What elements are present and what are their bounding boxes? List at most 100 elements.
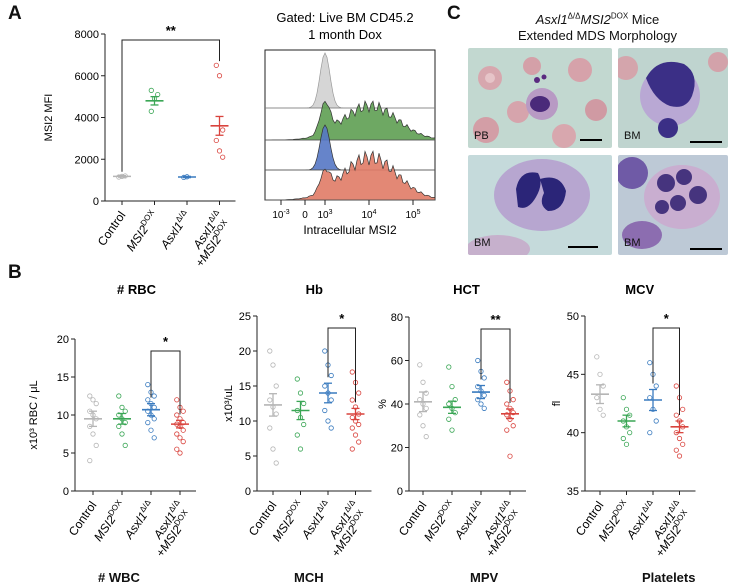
hb-significance-label: * <box>339 311 345 326</box>
rbc-point-1-8 <box>122 442 128 448</box>
hct-y-tick-label-3: 60 <box>391 356 403 368</box>
hct-y-tick-label-4: 80 <box>391 312 403 324</box>
rbc-point-1-2 <box>122 408 128 414</box>
rbc-point-1-3 <box>116 412 122 418</box>
rbc-point-3-0 <box>174 397 180 403</box>
hct-point-3-3 <box>504 401 510 407</box>
hct-point-2-8 <box>481 405 487 411</box>
msi2-mfi-point-3-1 <box>216 73 223 79</box>
micrograph-pb-image <box>468 48 612 148</box>
micrograph-bm-3: BM <box>618 155 728 255</box>
mcv-y-tick-label-0: 35 <box>567 486 579 498</box>
hb-point-3-0 <box>349 369 355 375</box>
histogram-series-1 <box>265 100 436 141</box>
hct-point-0-0 <box>417 362 423 368</box>
rbc-point-2-9 <box>145 419 151 426</box>
msi2-mfi-y-tick-label-4: 8000 <box>75 29 99 41</box>
msi2-mfi-y-tick-label-3: 6000 <box>75 71 99 83</box>
rbc-point-2-3 <box>145 397 151 403</box>
hct-significance-label: ** <box>490 312 501 327</box>
rbc-significance-label: * <box>163 334 169 349</box>
rbc-point-3-9 <box>174 431 180 437</box>
mcv-point-0-2 <box>600 383 606 389</box>
hb-point-1-0 <box>294 376 300 382</box>
hb-significance-bracket <box>327 327 356 403</box>
mcv-point-3-9 <box>673 447 679 453</box>
rbc-y-tick-label-4: 20 <box>57 334 69 346</box>
hb-y-tick-label-4: 20 <box>239 346 251 358</box>
hb-point-0-7 <box>270 446 276 452</box>
hct-point-1-3 <box>446 401 452 407</box>
histogram-title: Gated: Live BM CD45.2 <box>276 10 413 25</box>
panel-letter-b: B <box>8 262 22 283</box>
hb-point-1-1 <box>297 390 304 396</box>
hb-point-2-3 <box>322 383 328 389</box>
hb-y-tick-label-2: 10 <box>239 416 251 428</box>
mcv-ylabel: fl <box>551 401 563 407</box>
hct-y-tick-label-2: 40 <box>391 399 403 411</box>
hct-significance-bracket <box>480 328 511 404</box>
panel-c-title-line: Asxl1Δ/ΔMSI2DOX Mice <box>535 12 660 28</box>
mcv-y-tick-label-3: 50 <box>567 311 579 323</box>
hct-point-0-5 <box>423 405 429 411</box>
rbc-point-3-2 <box>180 408 186 414</box>
rbc-significance-bracket <box>150 350 181 415</box>
hct-y-tick-label-0: 0 <box>397 486 403 498</box>
hb-point-2-7 <box>325 418 331 424</box>
msi2-mfi-point-1-0 <box>148 108 154 114</box>
rbc-point-3-11 <box>180 438 186 445</box>
hct-point-2-0 <box>475 357 481 364</box>
msi2-mfi-point-3-5 <box>220 154 226 160</box>
rbc-y-tick-label-1: 5 <box>63 448 69 460</box>
rbc-point-0-0 <box>87 393 93 399</box>
msi2-mfi-point-1-3 <box>148 87 154 93</box>
hb-title: Hb <box>306 282 323 297</box>
hct-point-3-5 <box>510 410 516 416</box>
hb-point-2-2 <box>328 372 334 379</box>
rbc-y-tick-label-3: 15 <box>57 372 69 384</box>
hct-point-3-6 <box>504 412 510 418</box>
mcv-point-1-7 <box>623 441 630 447</box>
micrograph-bm-3-label: BM <box>624 237 641 249</box>
rbc-y-tick-label-2: 10 <box>57 410 69 422</box>
hb-point-1-5 <box>301 421 307 428</box>
msi2-mfi-point-3-0 <box>213 62 219 68</box>
bottom-title-mch: MCH <box>294 570 324 585</box>
hct-point-0-8 <box>423 434 429 440</box>
hb-y-tick-label-0: 0 <box>245 486 251 498</box>
micrograph-bm-2: BM <box>468 155 612 255</box>
hct-point-0-2 <box>423 390 429 396</box>
msi2-mfi-y-tick-label-0: 0 <box>93 196 99 208</box>
hb-point-1-7 <box>297 446 304 452</box>
hct-point-0-7 <box>420 423 426 429</box>
hct-point-1-0 <box>446 364 452 370</box>
mcv-point-3-8 <box>680 441 686 447</box>
histogram-series-3 <box>265 150 436 201</box>
mcv-point-2-2 <box>653 383 659 389</box>
hb-point-1-6 <box>294 432 300 438</box>
hct-point-1-2 <box>452 397 458 403</box>
panel-c-title: Asxl1Δ/ΔMSI2DOX Mice Extended MDS Morpho… <box>465 9 730 44</box>
histogram-xtick-label-1: 0 <box>302 210 308 221</box>
histogram-xlabel: Intracellular MSI2 <box>303 223 397 237</box>
rbc-point-1-1 <box>119 404 125 410</box>
hb-point-0-6 <box>267 425 273 431</box>
mcv-point-0-5 <box>600 412 606 418</box>
mcv-point-1-1 <box>623 406 630 412</box>
hb-point-0-3 <box>267 397 273 403</box>
micrograph-bm-2-image <box>468 155 612 255</box>
msi2-mfi-xtick-label-1: MSI2DOX <box>123 208 162 254</box>
msi2-mfi-xtick-label-2: Asxl1Δ/Δ <box>156 208 193 253</box>
hct-point-3-9 <box>504 427 510 433</box>
msi2-mfi-significance-label: ** <box>166 23 177 38</box>
micrograph-pb-label: PB <box>474 130 489 142</box>
hct-point-3-8 <box>510 423 516 429</box>
mcv-y-tick-label-1: 40 <box>567 428 579 440</box>
hct-point-2-5 <box>481 392 487 398</box>
mcv-point-0-0 <box>594 354 600 360</box>
mcv-point-0-3 <box>594 395 600 401</box>
hb-point-0-1 <box>270 362 276 368</box>
histogram-xtick-label-3: 104 <box>361 209 376 221</box>
msi2-mfi-ylabel: MSI2 MFI <box>43 94 55 142</box>
